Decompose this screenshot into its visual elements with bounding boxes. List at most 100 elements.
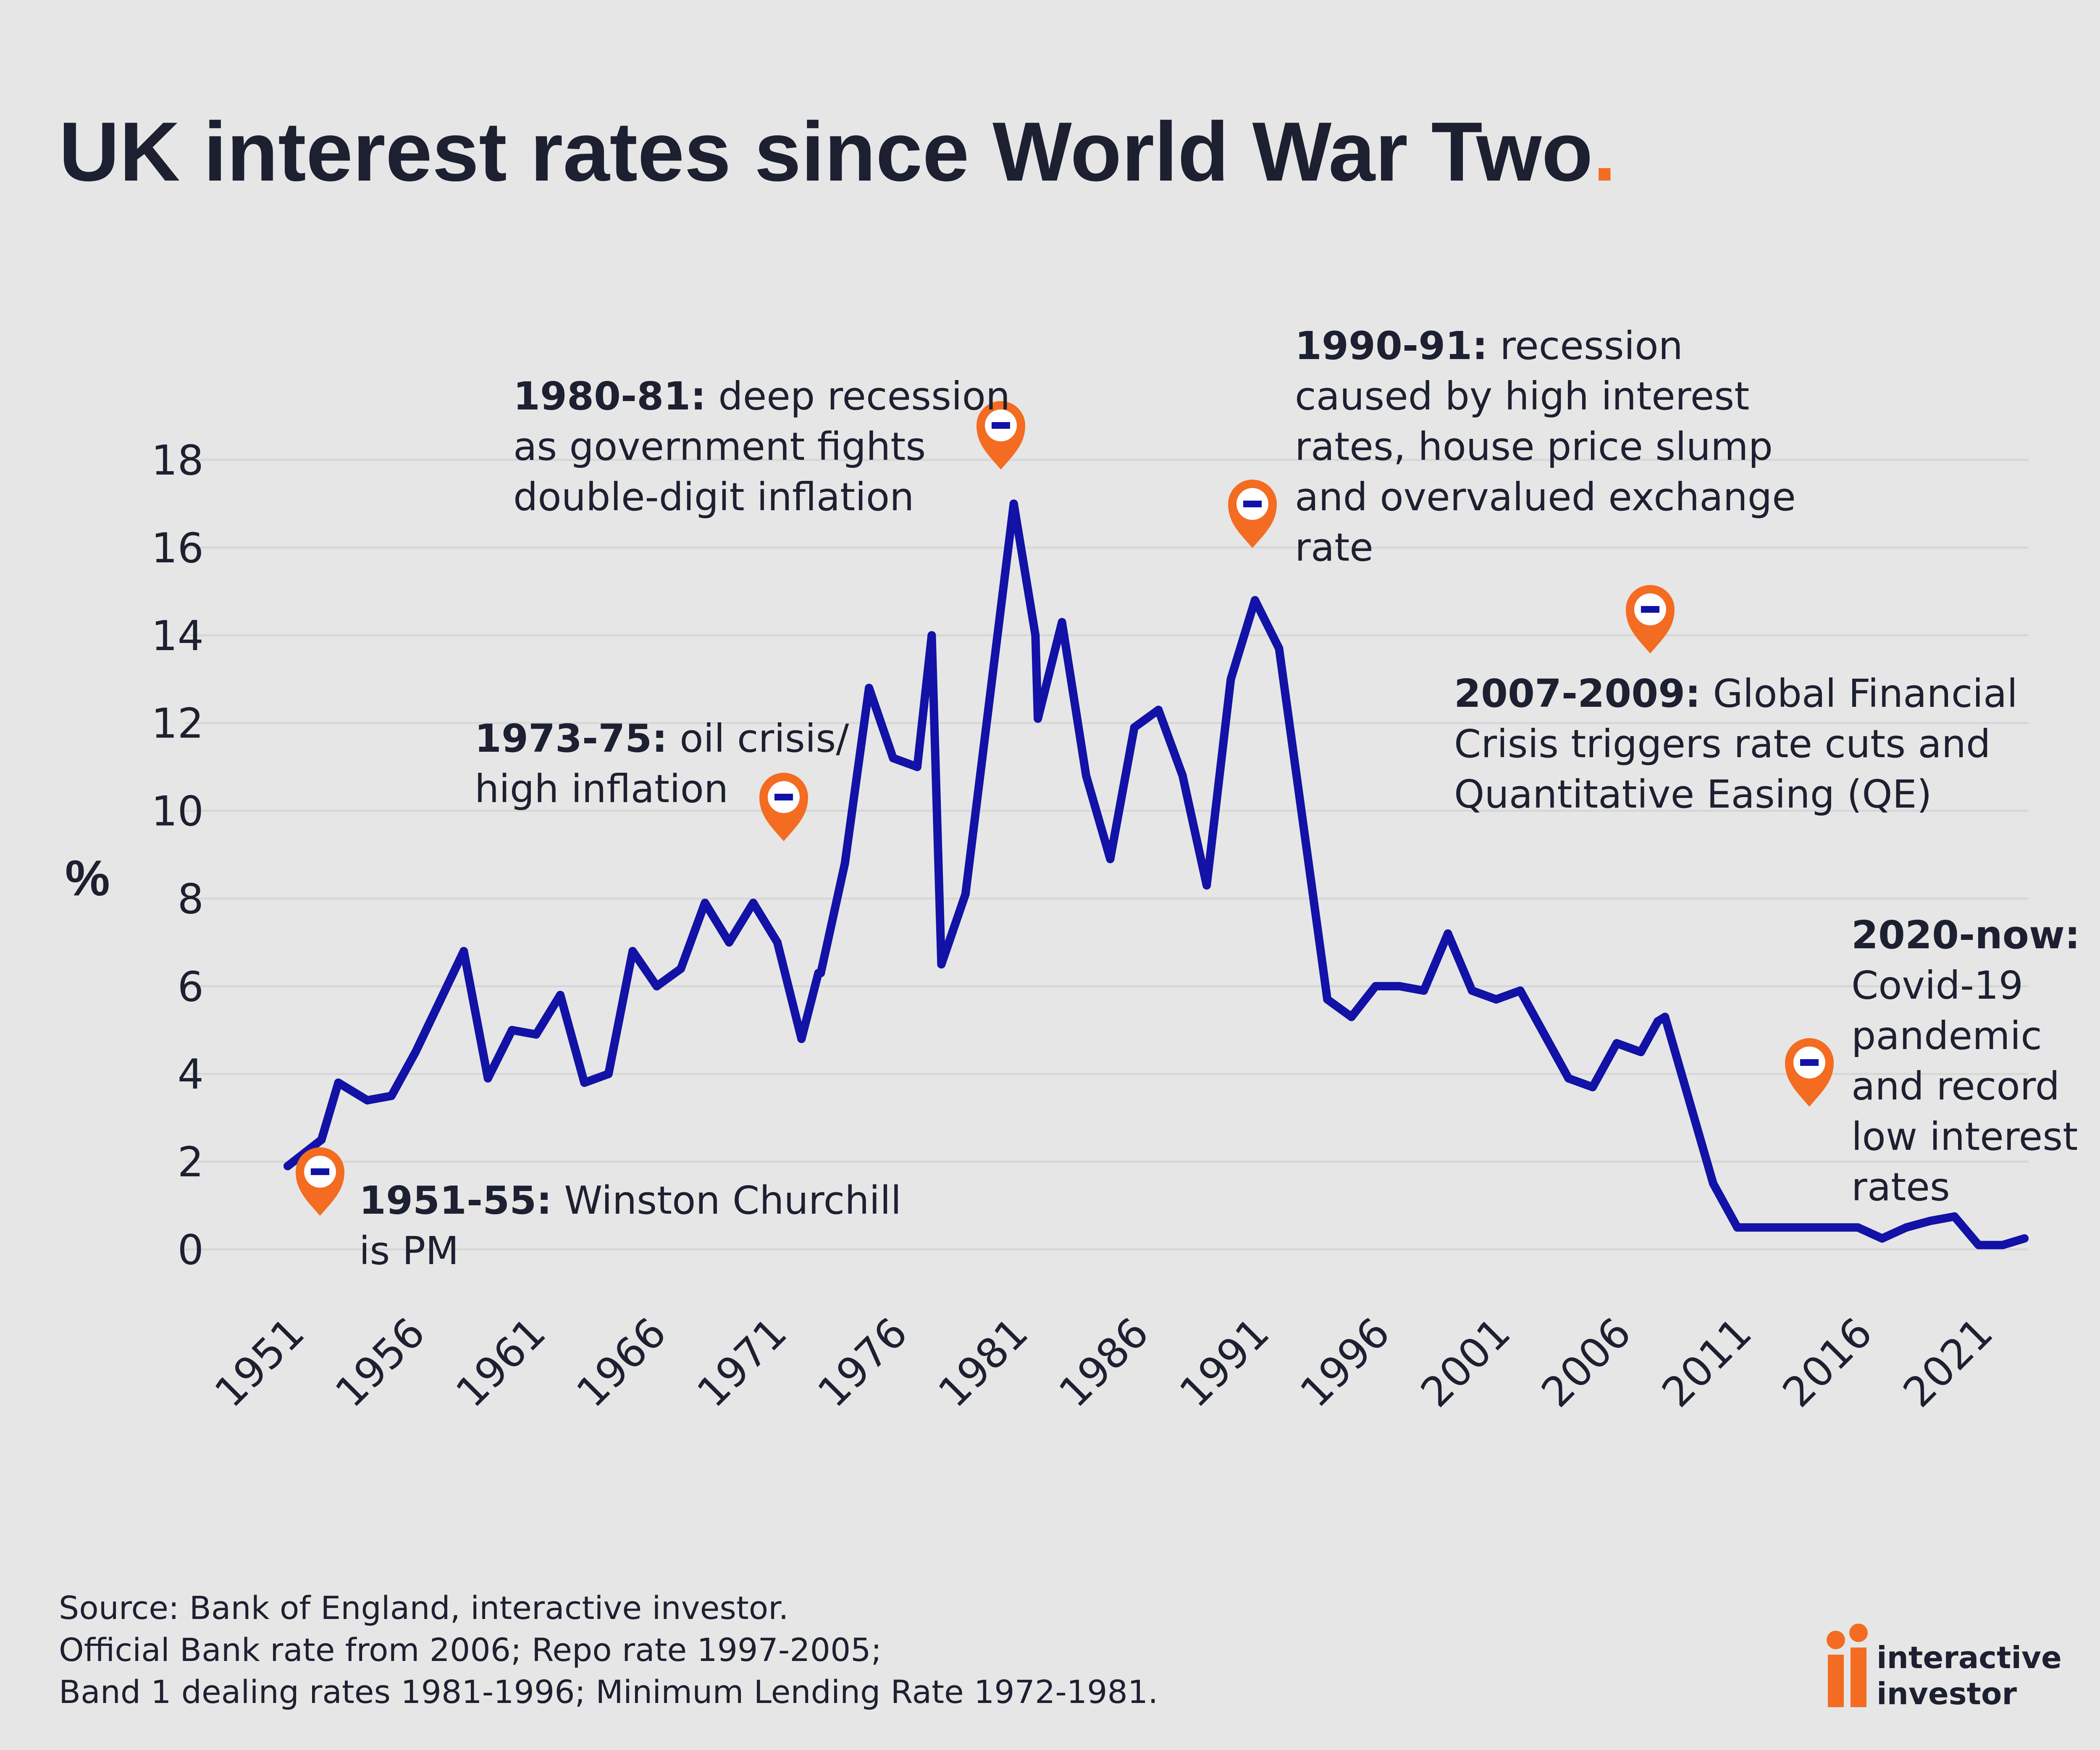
data-point [1202,881,1211,890]
data-point [1564,1074,1573,1083]
y-tick-label: 0 [178,1226,204,1274]
map-pin-icon [1785,1038,1834,1107]
data-point [701,898,709,907]
svg-text:1980-81: deep recession: 1980-81: deep recession as government fi… [513,374,1022,519]
svg-text:2020-now: Covid-19: 2020-now: Covid-19 pandemic and record l… [1851,913,2092,1210]
svg-text:1951-55: Winston Churchill: 1951-55: Winston Churchill is PM [359,1178,914,1273]
annotation-2020-now-date: 2020-now: [1851,913,2080,958]
data-point [1130,723,1139,732]
data-point [1540,1030,1549,1039]
data-point [317,1135,326,1144]
data-point [1654,1017,1662,1026]
chart-title-text: UK interest rates since World War Two [59,105,1593,199]
x-tick-label: 1961 [447,1309,555,1417]
data-point [1106,855,1115,863]
y-tick-label: 2 [178,1139,204,1186]
annotation-1980-81-text-3: double-digit inflation [513,475,914,519]
data-point [865,684,874,693]
data-point [334,1078,343,1087]
data-point [483,1074,492,1083]
data-point [1419,986,1428,995]
data-point [284,1162,292,1170]
annotation-1990-91-text-5: rate [1295,525,1373,570]
data-point [1395,982,1404,991]
data-point [1878,1234,1887,1243]
data-point [913,763,921,771]
y-tick-label: 16 [151,525,204,572]
annotation-1980-81: 1980-81: deep recession as government fi… [513,374,1025,519]
data-point [840,859,849,868]
annotation-1990-91-text-4: and overvalued exchange [1295,475,1796,519]
logo-text-line-1: interactive [1877,1640,2062,1675]
svg-text:1973-75: oil crisis/ hig: 1973-75: oil crisis/ high inflation [475,716,861,811]
annotation-2007-2009-text-3: Quantitative Easing (QE) [1454,772,1932,817]
source-note-line-3: Band 1 dealing rates 1981-1996; Minimum … [59,1673,1158,1711]
data-point [1588,1083,1597,1091]
data-point [1371,982,1380,991]
data-point [1444,929,1452,938]
annotation-1951-55-text-2: is PM [359,1228,459,1273]
annotation-1990-91-text-1: recession [1488,323,1683,368]
chart-title: UK interest rates since World War Two. [59,105,1616,199]
data-point [1275,644,1284,653]
source-note-line-2: Official Bank rate from 2006; Repo rate … [59,1631,882,1669]
annotation-2007-2009-text-2: Crisis triggers rate cuts and [1454,722,1991,766]
title-accent-dot: . [1593,105,1617,199]
data-point [459,947,468,955]
annotation-1973-75-date: 1973-75: [475,716,667,761]
data-point [1902,1223,1911,1232]
data-point [1178,771,1187,780]
x-tick-label: 2016 [1774,1309,1882,1417]
annotation-2020-now-text-4: low interest [1851,1114,2078,1159]
data-point [816,969,825,977]
data-point [1612,1039,1621,1048]
x-tick-label: 1991 [1171,1309,1278,1417]
annotation-2007-2009: 2007-2009: Global Financial Crisis trigg… [1454,585,2018,817]
data-point [1058,618,1066,627]
annotation-1990-91-text-2: caused by high interest [1295,374,1749,419]
y-tick-label: 12 [151,700,204,748]
logo-text-line-2: investor [1877,1676,2017,1711]
x-tick-label: 1956 [326,1309,434,1417]
annotation-1990-91-date: 1990-91: [1295,323,1488,368]
y-axis-label: % [65,850,110,906]
interest-rate-line [284,499,2029,1249]
map-pin-icon [296,1147,344,1216]
data-point [749,898,758,907]
y-axis-ticks: 0 2 4 6 8 10 12 14 16 18 [151,437,204,1274]
x-tick-label: 1971 [688,1309,796,1417]
annotation-2020-now-text-1: Covid-19 [1851,963,2023,1008]
data-point [937,960,946,969]
x-tick-label: 2021 [1894,1309,2002,1417]
annotation-1973-75-text-2: high inflation [475,766,728,811]
data-point [1853,1223,1862,1232]
data-point [927,631,936,640]
data-point [1347,1013,1356,1021]
data-point [797,1034,806,1043]
map-pin-icon [1228,480,1277,548]
y-tick-label: 18 [151,437,204,485]
x-tick-label: 2011 [1653,1309,1761,1417]
map-pin-icon [976,401,1025,470]
data-point [1661,1013,1670,1021]
data-point [677,964,685,973]
data-points [284,499,2029,1249]
y-tick-label: 6 [178,963,204,1011]
annotation-1980-81-date: 1980-81: [513,374,706,419]
data-point [1926,1217,1935,1225]
data-point [1031,631,1040,640]
data-point [1154,706,1163,714]
annotation-2020-now-text-2: pandemic [1851,1013,2042,1058]
data-point [1034,714,1042,723]
data-point [889,754,898,763]
annotation-1990-91: 1990-91: recession caused by high intere… [1228,323,1796,570]
data-point [387,1091,396,1100]
data-point [1082,771,1090,780]
x-tick-label: 1966 [567,1309,675,1417]
source-note-line-1: Source: Bank of England, interactive inv… [59,1589,789,1627]
data-point [508,1026,517,1034]
data-point [1974,1241,1983,1249]
map-pin-icon [1626,585,1675,653]
